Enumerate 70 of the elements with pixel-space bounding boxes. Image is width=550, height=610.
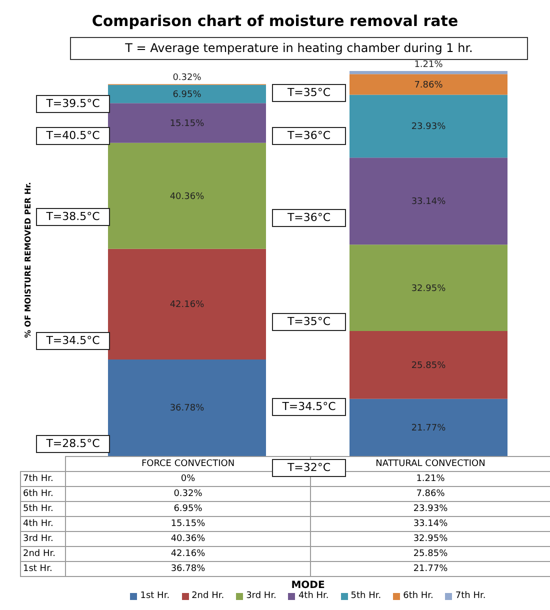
text: 0.32% — [172, 73, 202, 84]
text: 40.36% — [170, 192, 204, 202]
data-label: 42.16% — [66, 546, 310, 562]
chart-subtitle: T = Average temperature in heating chamber during 1 hr. — [70, 37, 528, 60]
annotation: T=35°C — [272, 84, 346, 102]
text: 6.95% — [172, 90, 202, 100]
data-label: 15.15% — [66, 516, 310, 532]
data-label: 0% — [180, 474, 196, 484]
text: T=32°C — [272, 459, 346, 477]
text: 7th Hr. — [23, 474, 54, 484]
data-label: 40.36% — [66, 532, 310, 546]
bar — [350, 398, 508, 456]
bar — [350, 244, 508, 332]
legend-label: 1st Hr. — [139, 591, 170, 601]
text: 3rd Hr. — [23, 534, 54, 544]
data-label: 25.85% — [310, 546, 550, 562]
legend-label: 2nd Hr. — [190, 591, 224, 601]
legend-label: 5th Hr. — [350, 591, 382, 601]
text: 33.14% — [411, 197, 446, 208]
data-label: 0.32% — [66, 486, 310, 502]
data-label: 32.95% — [310, 532, 550, 546]
text: 5th Hr. — [23, 504, 54, 514]
text: 2nd Hr. — [23, 549, 56, 559]
legend-label: 3rd Hr. — [245, 591, 276, 601]
annotation: T=35°C — [272, 313, 346, 331]
legend-label: 7th Hr. — [454, 591, 486, 601]
annotation: T=40.5°C — [36, 127, 110, 145]
text: 4th Hr. — [23, 519, 54, 529]
bar — [350, 71, 508, 74]
text: 23.93% — [411, 122, 446, 132]
bar — [108, 84, 266, 104]
text: 21.77% — [411, 423, 446, 434]
bar — [350, 94, 508, 158]
data-label: 7.86% — [310, 486, 550, 502]
bar — [350, 158, 508, 245]
chart-title: Comparison chart of moisture removal rate — [90, 12, 460, 30]
legend-label: 6th Hr. — [402, 591, 434, 601]
bar — [108, 142, 266, 249]
bar — [350, 74, 508, 95]
y-axis-title: % OF MOISTURE REMOVED PER Hr. — [24, 182, 32, 338]
text: 42.16% — [170, 300, 204, 310]
annotation: T=34.5°C — [36, 332, 110, 350]
annotation: T=36°C — [272, 127, 346, 145]
text: 36.78% — [170, 404, 204, 414]
data-label: 33.14% — [310, 516, 550, 532]
bar — [350, 331, 508, 399]
text: 1.21% — [414, 60, 443, 70]
legend-label: 4th Hr. — [297, 591, 329, 601]
bar — [108, 248, 266, 360]
annotation: T=39.5°C — [36, 95, 110, 113]
annotation: T=34.5°C — [272, 398, 346, 416]
annotation: T=28.5°C — [36, 435, 110, 453]
text: 1st Hr. — [23, 564, 52, 574]
x-tick-label: NATTURAL CONVECTION — [376, 459, 486, 469]
text: 7.86% — [414, 80, 443, 90]
bar — [108, 103, 266, 143]
text: 15.15% — [170, 119, 204, 130]
data-label: 1.21% — [416, 474, 445, 484]
bar — [108, 359, 266, 456]
data-label: 6.95% — [66, 502, 310, 516]
annotation: T=36°C — [272, 209, 346, 227]
text: 6th Hr. — [23, 489, 54, 499]
data-label: 23.93% — [310, 502, 550, 516]
text: 25.85% — [411, 360, 446, 371]
annotation: T=38.5°C — [36, 208, 110, 226]
data-label: 21.77% — [310, 562, 550, 576]
x-tick-label: FORCE CONVECTION — [141, 459, 235, 469]
data-label: 36.78% — [66, 562, 310, 576]
text: 32.95% — [411, 284, 446, 294]
text: MODE — [290, 580, 326, 591]
